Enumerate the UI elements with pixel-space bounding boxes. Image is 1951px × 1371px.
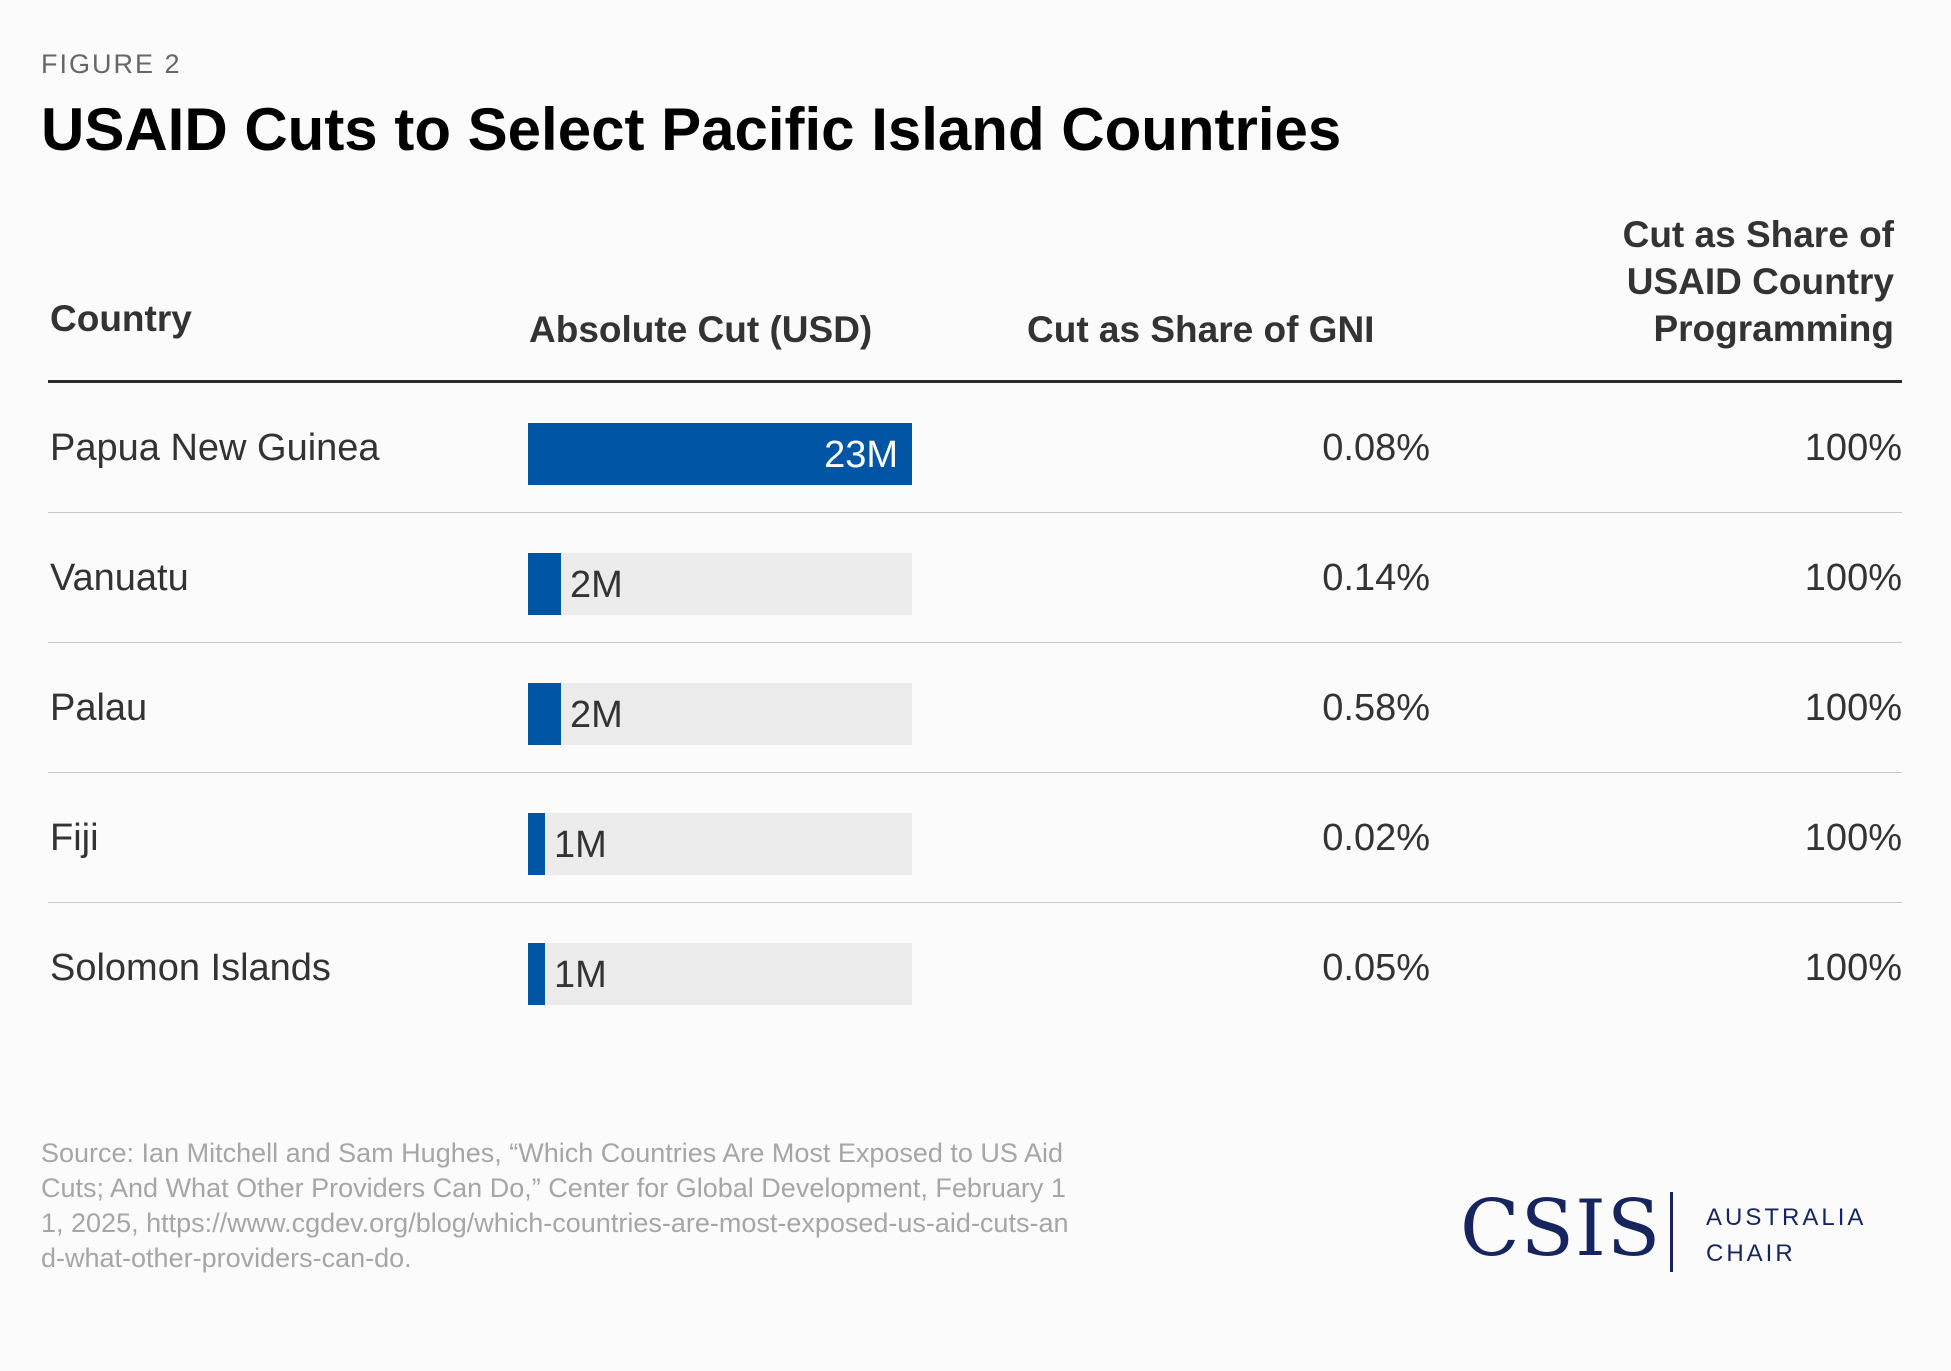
country-name: Papua New Guinea: [50, 427, 380, 469]
bar-fill: [528, 683, 561, 745]
header-programming-line-2: USAID Country: [1626, 261, 1894, 302]
row-divider: [48, 772, 1902, 773]
table-row: Solomon Islands 1M 0.05% 100%: [48, 903, 1902, 1033]
table-row: Fiji 1M 0.02% 100%: [48, 773, 1902, 903]
bar-track: 2M: [528, 683, 912, 745]
bar-track: 23M: [528, 423, 912, 485]
header-country: Country: [50, 298, 192, 339]
row-divider: [48, 902, 1902, 903]
bar-fill: [528, 423, 912, 485]
logo-wordmark: CSIS: [1460, 1184, 1662, 1274]
bar-value-label: 23M: [824, 434, 898, 476]
logo-divider: [1670, 1192, 1673, 1272]
bar-fill: [528, 553, 561, 615]
programming-share-value: 100%: [1804, 687, 1902, 729]
gni-share-value: 0.58%: [1322, 687, 1430, 729]
bar-track: 2M: [528, 553, 912, 615]
gni-share-value: 0.14%: [1322, 557, 1430, 599]
chart-title: USAID Cuts to Select Pacific Island Coun…: [41, 96, 1342, 163]
table-row: Vanuatu 2M 0.14% 100%: [48, 513, 1902, 643]
header-gni-share: Cut as Share of GNI: [1027, 309, 1375, 350]
country-name: Solomon Islands: [50, 947, 331, 989]
header-programming-share: Cut as Share of USAID Country Programmin…: [1494, 211, 1894, 352]
bar-value-label: 2M: [570, 564, 623, 606]
gni-share-value: 0.05%: [1322, 947, 1430, 989]
header-programming-line-3: Programming: [1653, 308, 1894, 349]
gni-share-value: 0.02%: [1322, 817, 1430, 859]
programming-share-value: 100%: [1804, 557, 1902, 599]
country-name: Palau: [50, 687, 148, 729]
header-absolute-cut: Absolute Cut (USD): [529, 309, 873, 350]
figure-label: FIGURE 2: [41, 49, 182, 79]
header-programming-line-1: Cut as Share of: [1622, 214, 1894, 255]
row-divider: [48, 642, 1902, 643]
bar-value-label: 2M: [570, 694, 623, 736]
programming-share-value: 100%: [1804, 427, 1902, 469]
logo-chair-text: AUSTRALIA CHAIR: [1706, 1200, 1866, 1272]
country-name: Vanuatu: [50, 557, 189, 599]
bar-fill: [528, 813, 545, 875]
programming-share-value: 100%: [1804, 947, 1902, 989]
gni-share-value: 0.08%: [1322, 427, 1430, 469]
logo-chair-line-2: CHAIR: [1706, 1240, 1796, 1267]
table-row: Papua New Guinea 23M 0.08% 100%: [48, 383, 1902, 513]
header-rule: [48, 380, 1902, 383]
logo-chair-line-1: AUSTRALIA: [1706, 1204, 1867, 1231]
table-row: Palau 2M 0.58% 100%: [48, 643, 1902, 773]
bar-value-label: 1M: [554, 954, 607, 996]
source-note: Source: Ian Mitchell and Sam Hughes, “Wh…: [41, 1138, 1069, 1273]
bar-track: 1M: [528, 813, 912, 875]
row-divider: [48, 512, 1902, 513]
bar-track: 1M: [528, 943, 912, 1005]
bar-fill: [528, 943, 545, 1005]
bar-value-label: 1M: [554, 824, 607, 866]
programming-share-value: 100%: [1804, 817, 1902, 859]
country-name: Fiji: [50, 817, 99, 859]
